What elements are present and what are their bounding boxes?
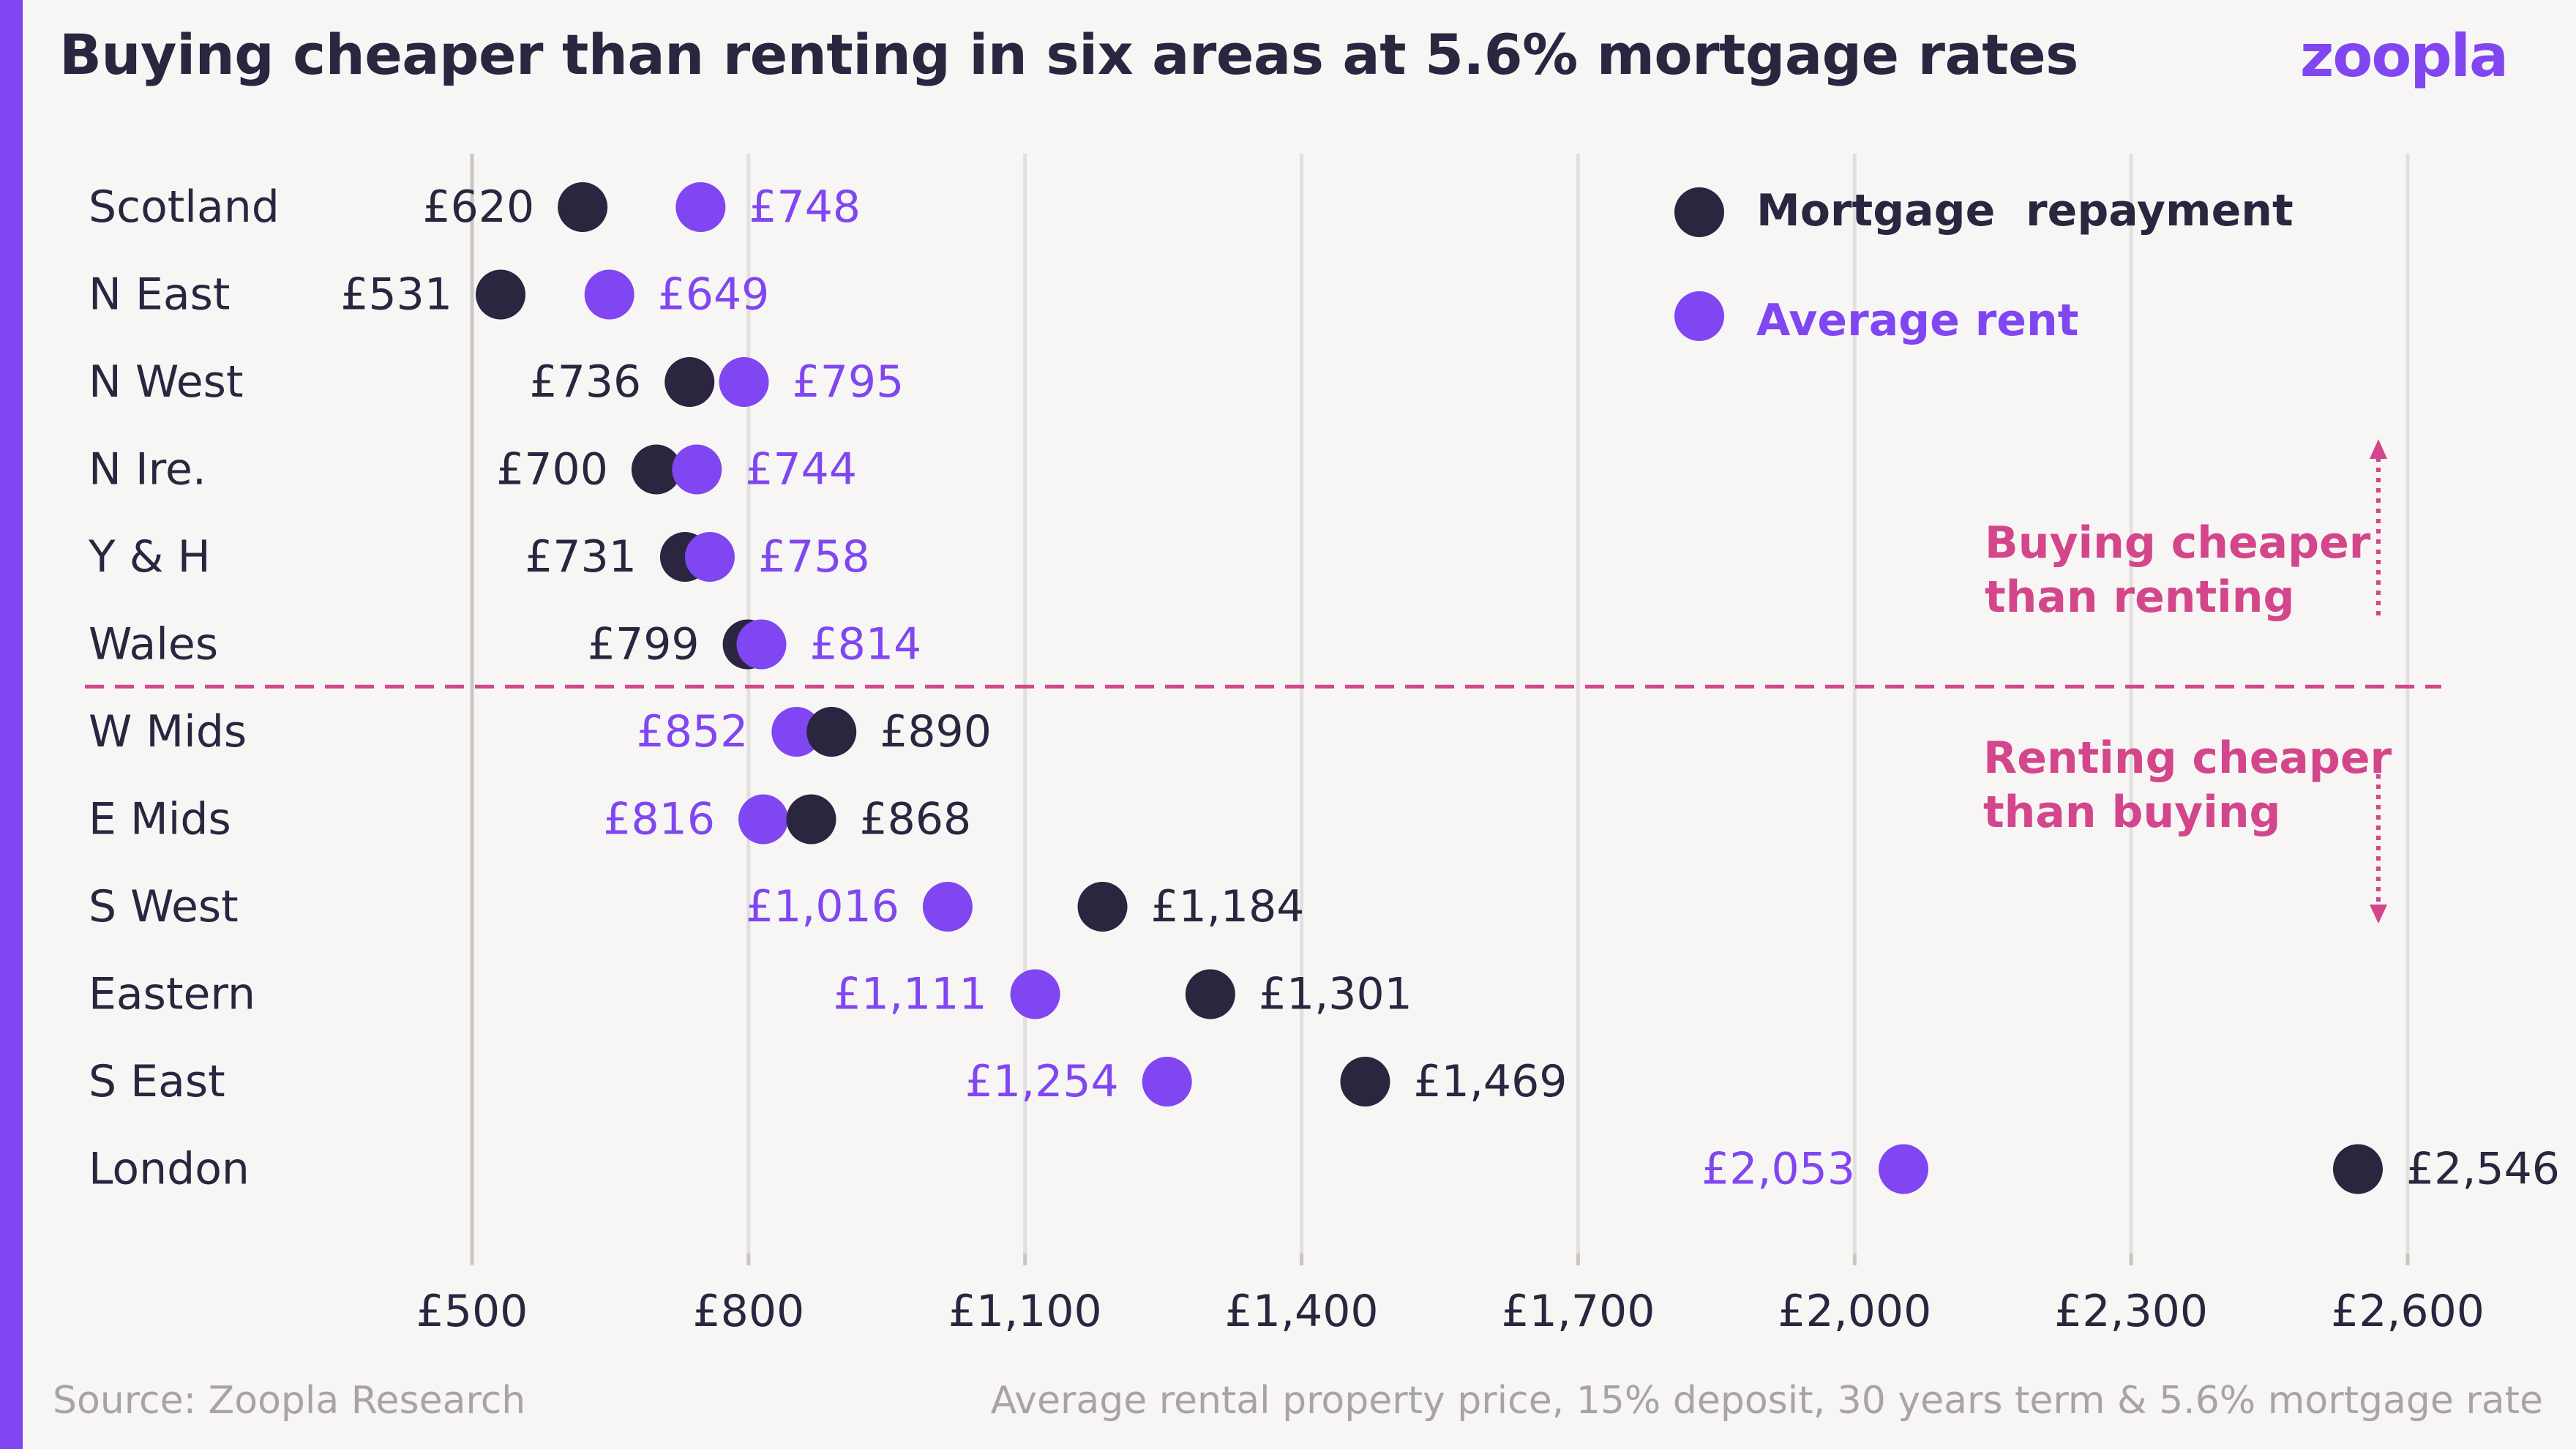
rent-value-label: £795 [793, 356, 905, 408]
category-label: Y & H [88, 531, 211, 583]
rent-dot [672, 444, 722, 495]
mortgage-dot [1340, 1057, 1390, 1107]
mortgage-dot [558, 182, 608, 232]
mortgage-value-label: £868 [860, 794, 972, 845]
x-tick-label: £1,400 [1225, 1286, 1379, 1337]
rent-dot [675, 182, 726, 232]
rent-dot [1010, 969, 1060, 1019]
mortgage-dot [476, 269, 526, 320]
rent-dot [684, 532, 735, 582]
category-label: S East [89, 1056, 225, 1107]
rent-value-label: £744 [745, 444, 857, 495]
mortgage-value-label: £700 [496, 444, 608, 495]
rent-dot [719, 357, 769, 407]
category-label: N Ire. [89, 444, 206, 495]
category-label: London [89, 1144, 250, 1195]
category-label: S West [89, 881, 239, 932]
mortgage-value-label: £620 [422, 181, 534, 233]
arrow-up-head [2370, 439, 2387, 459]
mortgage-dot [1077, 882, 1128, 932]
rent-value-label: £852 [637, 706, 749, 757]
rent-dot [1879, 1144, 1929, 1194]
legend-mortgage-label: Mortgage repayment [1756, 185, 2294, 236]
rent-dot [922, 882, 973, 932]
arrow-down-head [2370, 905, 2387, 924]
rent-value-label: £1,254 [965, 1056, 1119, 1107]
mortgage-dot [786, 794, 836, 845]
rent-value-label: £1,111 [834, 969, 987, 1020]
legend-rent-dot [1674, 291, 1724, 341]
rent-dot [738, 794, 789, 845]
rent-dot [1142, 1057, 1192, 1107]
mortgage-value-label: £1,469 [1413, 1056, 1567, 1107]
category-label: E Mids [89, 794, 231, 845]
mortgage-dot [1185, 969, 1235, 1019]
annotation-buying-line1: Buying cheaper [1985, 517, 2371, 569]
mortgage-dot [806, 707, 857, 757]
rent-dot [771, 707, 822, 757]
rent-value-label: £758 [758, 531, 870, 583]
rent-value-label: £2,053 [1701, 1144, 1855, 1195]
chart-title: Buying cheaper than renting in six areas… [59, 22, 2078, 87]
rent-value-label: £816 [603, 794, 715, 845]
x-tick-label: £1,100 [948, 1286, 1102, 1337]
legend-rent-label: Average rent [1756, 295, 2078, 346]
mortgage-value-label: £1,184 [1151, 881, 1305, 932]
rent-value-label: £814 [809, 619, 921, 670]
category-label: N West [89, 356, 243, 408]
mortgage-dot [631, 444, 681, 495]
mortgage-value-label: £890 [880, 706, 992, 757]
mortgage-dot [2332, 1144, 2383, 1194]
category-label: Wales [89, 619, 218, 670]
x-tick-label: £1,700 [1501, 1286, 1655, 1337]
x-tick-label: £2,600 [2331, 1286, 2485, 1337]
mortgage-value-label: £2,546 [2406, 1144, 2560, 1195]
rent-dot [736, 619, 787, 670]
mortgage-value-label: £731 [525, 531, 637, 583]
method-footnote: Average rental property price, 15% depos… [990, 1379, 2543, 1423]
rent-value-label: £649 [658, 269, 770, 321]
zoopla-logo: zoopla [2299, 22, 2509, 90]
rent-dot [584, 269, 634, 320]
mortgage-value-label: £799 [588, 619, 700, 670]
annotation-renting-line2: than buying [1983, 787, 2281, 838]
category-label: W Mids [89, 706, 247, 757]
x-tick-label: £2,000 [1778, 1286, 1931, 1337]
x-tick-label: £2,300 [2054, 1286, 2208, 1337]
x-tick-label: £500 [416, 1286, 528, 1337]
source-note: Source: Zoopla Research [53, 1379, 526, 1423]
mortgage-value-label: £531 [340, 269, 452, 321]
rent-value-label: £1,016 [746, 881, 899, 932]
legend-mortgage-dot [1674, 187, 1724, 237]
annotation-renting-line1: Renting cheaper [1983, 733, 2392, 784]
accent-bar [0, 0, 23, 1449]
category-label: Eastern [89, 969, 255, 1020]
rent-value-label: £748 [749, 181, 861, 233]
annotation-buying-line2: than renting [1985, 572, 2294, 623]
mortgage-value-label: £736 [530, 356, 642, 408]
category-label: Scotland [89, 181, 280, 233]
mortgage-dot [664, 357, 715, 407]
category-label: N East [89, 269, 230, 321]
x-tick-label: £800 [693, 1286, 805, 1337]
mortgage-value-label: £1,301 [1259, 969, 1412, 1020]
